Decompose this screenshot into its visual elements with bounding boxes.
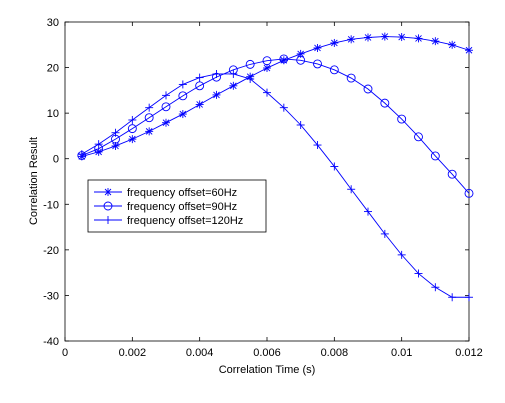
x-tick-label: 0	[62, 347, 68, 359]
legend: frequency offset=60Hz frequency offset=90…	[87, 179, 267, 233]
y-tick-label: -40	[43, 336, 59, 348]
legend-label: frequency offset=120Hz	[127, 215, 243, 227]
data-point	[347, 35, 356, 44]
legend-items: frequency offset=60Hz frequency offset=90…	[94, 187, 243, 227]
data-point	[229, 69, 238, 78]
data-point	[127, 124, 137, 134]
data-point	[263, 64, 271, 73]
y-tick-label: -10	[43, 199, 59, 211]
legend-label: frequency offset=90Hz	[127, 201, 237, 213]
x-tick-label: 0.004	[186, 347, 214, 359]
data-point	[145, 127, 154, 136]
data-point	[313, 141, 322, 150]
data-point	[246, 74, 255, 83]
data-point	[128, 115, 137, 124]
data-point	[144, 113, 154, 123]
data-point	[162, 118, 170, 127]
series-line	[81, 73, 469, 298]
legend-item: frequency offset=60Hz	[94, 187, 237, 199]
y-tick-label: 30	[47, 17, 59, 29]
data-point	[296, 55, 306, 65]
data-point	[195, 73, 204, 82]
data-point	[430, 151, 440, 161]
y-tick-label: -30	[43, 290, 59, 302]
x-axis-title: Correlation Time (s)	[219, 364, 316, 376]
x-tick-label: 0.01	[391, 347, 412, 359]
data-point	[397, 33, 406, 42]
data-point	[161, 102, 171, 112]
x-tick-label: 0.002	[119, 347, 147, 359]
data-point	[464, 188, 474, 198]
data-point	[347, 185, 356, 194]
data-point	[414, 269, 423, 278]
data-point	[346, 73, 356, 83]
data-point	[178, 91, 188, 101]
data-point	[262, 56, 272, 66]
y-tick-label: 20	[47, 63, 59, 75]
data-point	[145, 103, 154, 112]
data-point	[329, 65, 339, 75]
data-point	[128, 135, 137, 144]
data-point	[245, 59, 255, 69]
data-point	[162, 91, 170, 100]
data-point	[364, 33, 372, 42]
data-point	[296, 49, 305, 58]
data-point	[229, 81, 238, 90]
axis-ticks: 0 0.002 0.004 0.006 0.008 0.01 0.012 -40 -30 -20 -…	[43, 17, 483, 359]
data-point	[94, 140, 103, 149]
data-point	[279, 103, 288, 112]
data-point	[414, 132, 423, 142]
data-point	[363, 84, 373, 94]
data-point	[397, 250, 406, 259]
data-point	[313, 59, 322, 69]
legend-label: frequency offset=60Hz	[127, 187, 237, 199]
legend-marker	[104, 188, 112, 196]
data-point	[313, 43, 322, 52]
y-axis-title: Correlation Result	[28, 137, 40, 225]
data-point	[414, 34, 423, 43]
x-tick-label: 0.008	[321, 347, 349, 359]
data-point	[178, 80, 187, 89]
data-point	[397, 114, 407, 124]
data-point	[178, 110, 187, 119]
data-point	[111, 128, 120, 137]
data-point	[380, 32, 389, 41]
data-point	[212, 90, 221, 99]
data-point	[263, 88, 271, 97]
data-point	[448, 293, 457, 302]
series-2	[77, 54, 474, 198]
data-point	[195, 100, 204, 109]
y-tick-label: 10	[47, 108, 59, 120]
data-point	[431, 37, 440, 46]
y-tick-label: -20	[43, 245, 59, 257]
data-point	[279, 54, 289, 64]
legend-marker	[104, 216, 112, 224]
series-3	[77, 69, 473, 302]
data-point	[448, 40, 457, 49]
data-point	[296, 120, 305, 129]
data-point	[195, 81, 205, 91]
data-point	[77, 150, 86, 159]
series-1	[77, 32, 473, 161]
series-layer	[77, 32, 474, 302]
data-point	[212, 69, 221, 78]
legend-item: frequency offset=120Hz	[94, 215, 243, 227]
data-point	[380, 229, 389, 238]
x-tick-label: 0.006	[253, 347, 281, 359]
data-point	[364, 207, 372, 216]
data-point	[330, 162, 339, 171]
data-point	[465, 293, 473, 302]
y-tick-label: 0	[53, 154, 59, 166]
data-point	[431, 283, 440, 292]
legend-item: frequency offset=90Hz	[94, 201, 237, 213]
legend-marker	[103, 201, 113, 211]
data-point	[330, 38, 339, 47]
data-point	[380, 98, 390, 108]
x-tick-label: 0.012	[455, 347, 483, 359]
data-point	[465, 46, 473, 55]
data-point	[447, 169, 457, 179]
